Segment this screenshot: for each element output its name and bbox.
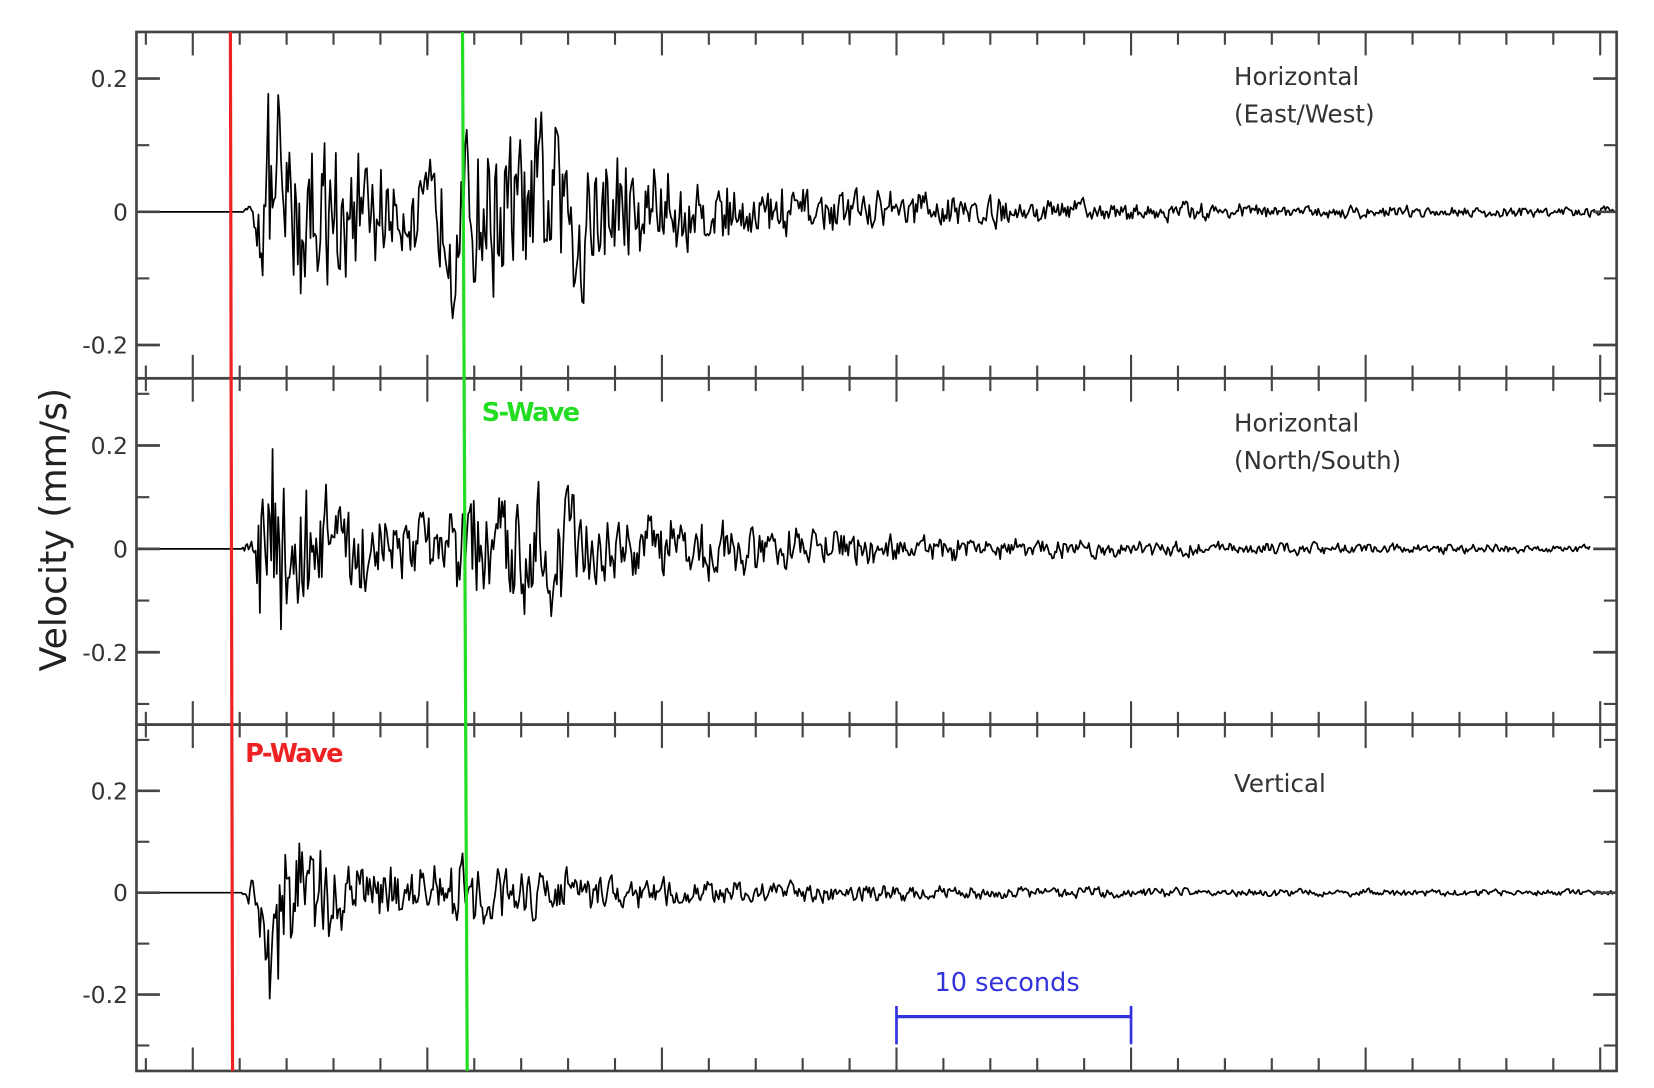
component-label: Vertical bbox=[1234, 769, 1326, 798]
y-axis-label: Velocity (mm/s) bbox=[32, 388, 75, 671]
scale-bar-label: 10 seconds bbox=[935, 968, 1080, 998]
panel-2: 0.2 0 -0.2 Horizontal (North/South) bbox=[82, 376, 1618, 726]
p-wave-line bbox=[228, 31, 235, 1071]
panel-1: 0.2 0 -0.2 Horizontal (East/West) bbox=[82, 30, 1618, 380]
y-tick-label: 0 bbox=[113, 198, 128, 226]
s-wave-line bbox=[460, 31, 469, 1071]
y-tick-label: -0.2 bbox=[82, 332, 128, 360]
p-wave-label: P-Wave bbox=[245, 739, 343, 769]
y-tick-label: 0 bbox=[113, 535, 128, 563]
panel-3: 0.2 0 -0.2 Vertical bbox=[82, 723, 1618, 1073]
y-tick-label: -0.2 bbox=[82, 981, 128, 1009]
panels: 0.2 0 -0.2 Horizontal (East/West) 0.2 0 -0.2 Hor… bbox=[82, 30, 1618, 1073]
waveform-trace bbox=[136, 92, 1615, 320]
scale-bar bbox=[895, 1005, 1133, 1045]
y-tick-label: 0.2 bbox=[91, 777, 128, 805]
waveform-trace bbox=[136, 842, 1615, 1000]
component-label: Horizontal bbox=[1234, 62, 1359, 91]
y-tick-label: -0.2 bbox=[82, 639, 128, 667]
panel-frame bbox=[135, 723, 1618, 1073]
component-label: (North/South) bbox=[1234, 446, 1401, 475]
y-tick-label: 0 bbox=[113, 879, 128, 907]
y-tick-label: 0.2 bbox=[91, 432, 128, 460]
y-tick-label: 0.2 bbox=[91, 65, 128, 93]
waveform-trace bbox=[136, 448, 1591, 631]
phase-markers bbox=[228, 31, 469, 1071]
s-wave-label: S-Wave bbox=[482, 398, 580, 428]
component-label: Horizontal bbox=[1234, 409, 1359, 438]
component-label: (East/West) bbox=[1234, 100, 1374, 129]
